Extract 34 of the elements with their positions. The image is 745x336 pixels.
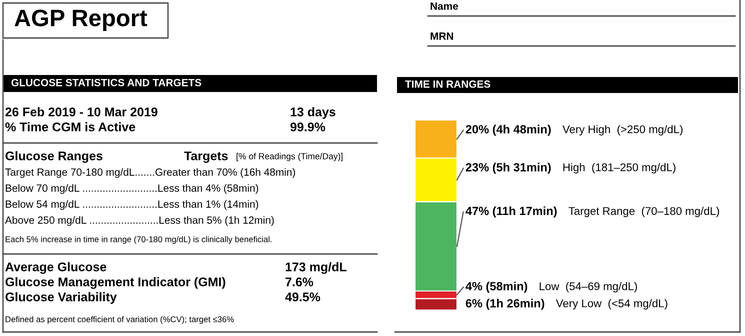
text: 13 days — [290, 107, 336, 119]
text: Name — [430, 2, 458, 10]
data-label: 6% (1h 26min) — [466, 298, 544, 310]
text: High (181–250 mg/dL) — [563, 163, 676, 174]
data-label: 20% (4h 48min) — [466, 124, 551, 136]
text: Glucose Variability — [6, 292, 117, 304]
text: Glucose Ranges — [6, 151, 102, 163]
data-label: 23% (5h 31min) — [466, 162, 551, 174]
text: MRN — [430, 32, 454, 40]
text: 26 Feb 2019 - 10 Mar 2019 — [5, 107, 158, 116]
text: Defined as percent coefficient of variation (%CV); target ≤36% — [6, 316, 234, 324]
text: GLUCOSE STATISTICS AND TARGETS — [11, 78, 202, 86]
text: Low (54–69 mg/dL) — [540, 282, 637, 292]
text: Each 5% increase in time in range (70-180 mg/dL) is clinically beneficial. — [6, 236, 272, 244]
text: Very Low (<54 mg/dL) — [556, 299, 668, 310]
text: Below 54 mg/dL ..........................Less than 1% (14min) — [6, 200, 258, 210]
text: Below 70 mg/dL ..........................Less than 4% (58min) — [6, 184, 258, 194]
text: [% of Readings (Time/Day)] — [236, 152, 343, 162]
text: % Time CGM is Active — [5, 122, 136, 132]
data-label: 47% (11h 17min) — [466, 206, 557, 218]
text: 7.6% — [286, 278, 314, 286]
text: Target Range 70-180 mg/dL.......Greater than 70% (16h 48min) — [5, 168, 296, 178]
chart-title: TIME IN RANGES — [405, 80, 490, 88]
text: Very High (>250 mg/dL) — [562, 125, 683, 136]
text: 99.9% — [290, 122, 326, 132]
text: Average Glucose — [5, 262, 106, 274]
text: AGP Report — [14, 10, 148, 32]
text: Target Range (70–180 mg/dL) — [568, 206, 720, 218]
text: Above 250 mg/dL ........................Less than 5% (1h 12min) — [5, 216, 274, 226]
data-label: 4% (58min) — [466, 282, 528, 293]
text: Targets — [184, 152, 228, 163]
text: 49.5% — [285, 292, 320, 302]
text: Glucose Management Indicator (GMI) — [6, 277, 226, 289]
text: 173 mg/dL — [286, 262, 346, 274]
